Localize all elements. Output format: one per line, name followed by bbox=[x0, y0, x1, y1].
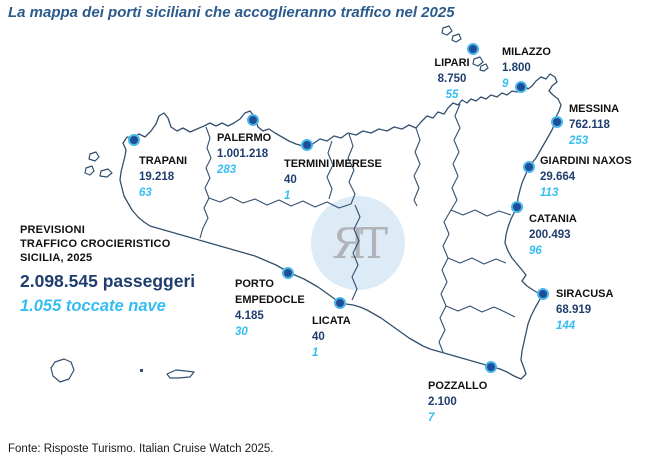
port-label-lipari: LIPARI 8.750 55 bbox=[420, 55, 484, 103]
port-name: CATANIA bbox=[529, 213, 577, 225]
total-passengers-value: 2.098.545 bbox=[20, 271, 98, 291]
port-label-porto-empedocle: PORTO EMPEDOCLE 4.185 30 bbox=[235, 276, 305, 340]
port-ship-calls: 63 bbox=[139, 187, 152, 199]
port-ship-calls: 1 bbox=[284, 190, 291, 202]
port-label-messina: MESSINA 762.118 253 bbox=[569, 101, 619, 149]
port-label-termini-imerese: TERMINI IMERESE 40 1 bbox=[284, 156, 382, 204]
total-passengers-unit: passeggeri bbox=[102, 271, 196, 291]
port-passengers: 4.185 bbox=[235, 310, 264, 322]
port-name: PORTO bbox=[235, 278, 274, 290]
port-dot-porto-empedocle bbox=[282, 267, 294, 279]
port-label-trapani: TRAPANI 19.218 63 bbox=[139, 153, 187, 201]
port-label-giardini-naxos: GIARDINI NAXOS 29.664 113 bbox=[540, 153, 632, 201]
port-dot-trapani bbox=[128, 134, 140, 146]
port-name: MILAZZO bbox=[502, 46, 551, 58]
port-dot-lipari bbox=[467, 43, 479, 55]
port-dot-milazzo bbox=[515, 81, 527, 93]
port-label-palermo: PALERMO 1.001.218 283 bbox=[217, 130, 271, 178]
port-name: LIPARI bbox=[434, 57, 470, 69]
port-dot-giardini-naxos bbox=[523, 161, 535, 173]
port-passengers: 8.750 bbox=[437, 73, 467, 85]
total-ship-calls: 1.055 toccate nave bbox=[20, 297, 195, 316]
port-passengers: 68.919 bbox=[556, 304, 592, 316]
port-ship-calls: 253 bbox=[569, 135, 589, 147]
port-ship-calls: 7 bbox=[428, 412, 435, 424]
port-passengers: 200.493 bbox=[529, 229, 571, 241]
port-label-siracusa: SIRACUSA 68.919 144 bbox=[556, 286, 613, 334]
port-ship-calls: 9 bbox=[502, 78, 509, 90]
port-ship-calls: 30 bbox=[235, 326, 248, 338]
port-passengers: 29.664 bbox=[540, 171, 576, 183]
port-passengers: 2.100 bbox=[428, 396, 457, 408]
province-borders bbox=[199, 103, 516, 353]
port-name: POZZALLO bbox=[428, 380, 488, 392]
port-label-catania: CATANIA 200.493 96 bbox=[529, 211, 577, 259]
port-name: EMPEDOCLE bbox=[235, 294, 305, 306]
port-passengers: 40 bbox=[312, 331, 325, 343]
summary-line-3: SICILIA, 2025 bbox=[20, 252, 93, 264]
port-passengers: 19.218 bbox=[139, 171, 175, 183]
port-passengers: 40 bbox=[284, 174, 297, 186]
port-name: MESSINA bbox=[569, 103, 620, 115]
port-dot-pozzallo bbox=[485, 361, 497, 373]
total-passengers: 2.098.545 passeggeri bbox=[20, 271, 195, 292]
port-label-licata: LICATA 40 1 bbox=[312, 313, 351, 361]
port-dot-catania bbox=[511, 201, 523, 213]
port-name: TERMINI IMERESE bbox=[284, 158, 382, 170]
total-calls-unit: toccate nave bbox=[65, 297, 166, 315]
port-dot-messina bbox=[551, 116, 563, 128]
port-name: TRAPANI bbox=[139, 155, 188, 167]
port-dot-termini-imerese bbox=[301, 139, 313, 151]
port-label-pozzallo: POZZALLO 2.100 7 bbox=[428, 378, 487, 426]
port-ship-calls: 144 bbox=[556, 320, 576, 332]
port-dot-palermo bbox=[247, 114, 259, 126]
summary-line-1: PREVISIONI bbox=[20, 224, 85, 236]
port-ship-calls: 1 bbox=[312, 347, 319, 359]
port-ship-calls: 113 bbox=[540, 187, 559, 199]
port-name: GIARDINI NAXOS bbox=[540, 155, 632, 167]
port-ship-calls: 96 bbox=[529, 245, 542, 257]
tiny-island-dot bbox=[140, 369, 143, 372]
port-name: SIRACUSA bbox=[556, 288, 614, 300]
port-label-milazzo: MILAZZO 1.800 9 bbox=[502, 44, 551, 92]
forecast-summary: PREVISIONI TRAFFICO CROCIERISTICO SICILI… bbox=[20, 223, 195, 316]
port-dot-licata bbox=[334, 297, 346, 309]
port-passengers: 1.001.218 bbox=[217, 148, 269, 160]
total-calls-value: 1.055 bbox=[20, 297, 62, 315]
port-name: PALERMO bbox=[217, 132, 272, 144]
port-passengers: 762.118 bbox=[569, 119, 610, 131]
port-ship-calls: 55 bbox=[445, 89, 459, 101]
port-dot-siracusa bbox=[537, 288, 549, 300]
port-name: LICATA bbox=[312, 315, 351, 327]
port-ship-calls: 283 bbox=[217, 164, 237, 176]
port-passengers: 1.800 bbox=[502, 62, 531, 74]
source-note: Fonte: Risposte Turismo. Italian Cruise … bbox=[8, 443, 274, 455]
summary-line-2: TRAFFICO CROCIERISTICO bbox=[20, 238, 171, 250]
page-title: La mappa dei porti siciliani che accogli… bbox=[8, 4, 455, 21]
